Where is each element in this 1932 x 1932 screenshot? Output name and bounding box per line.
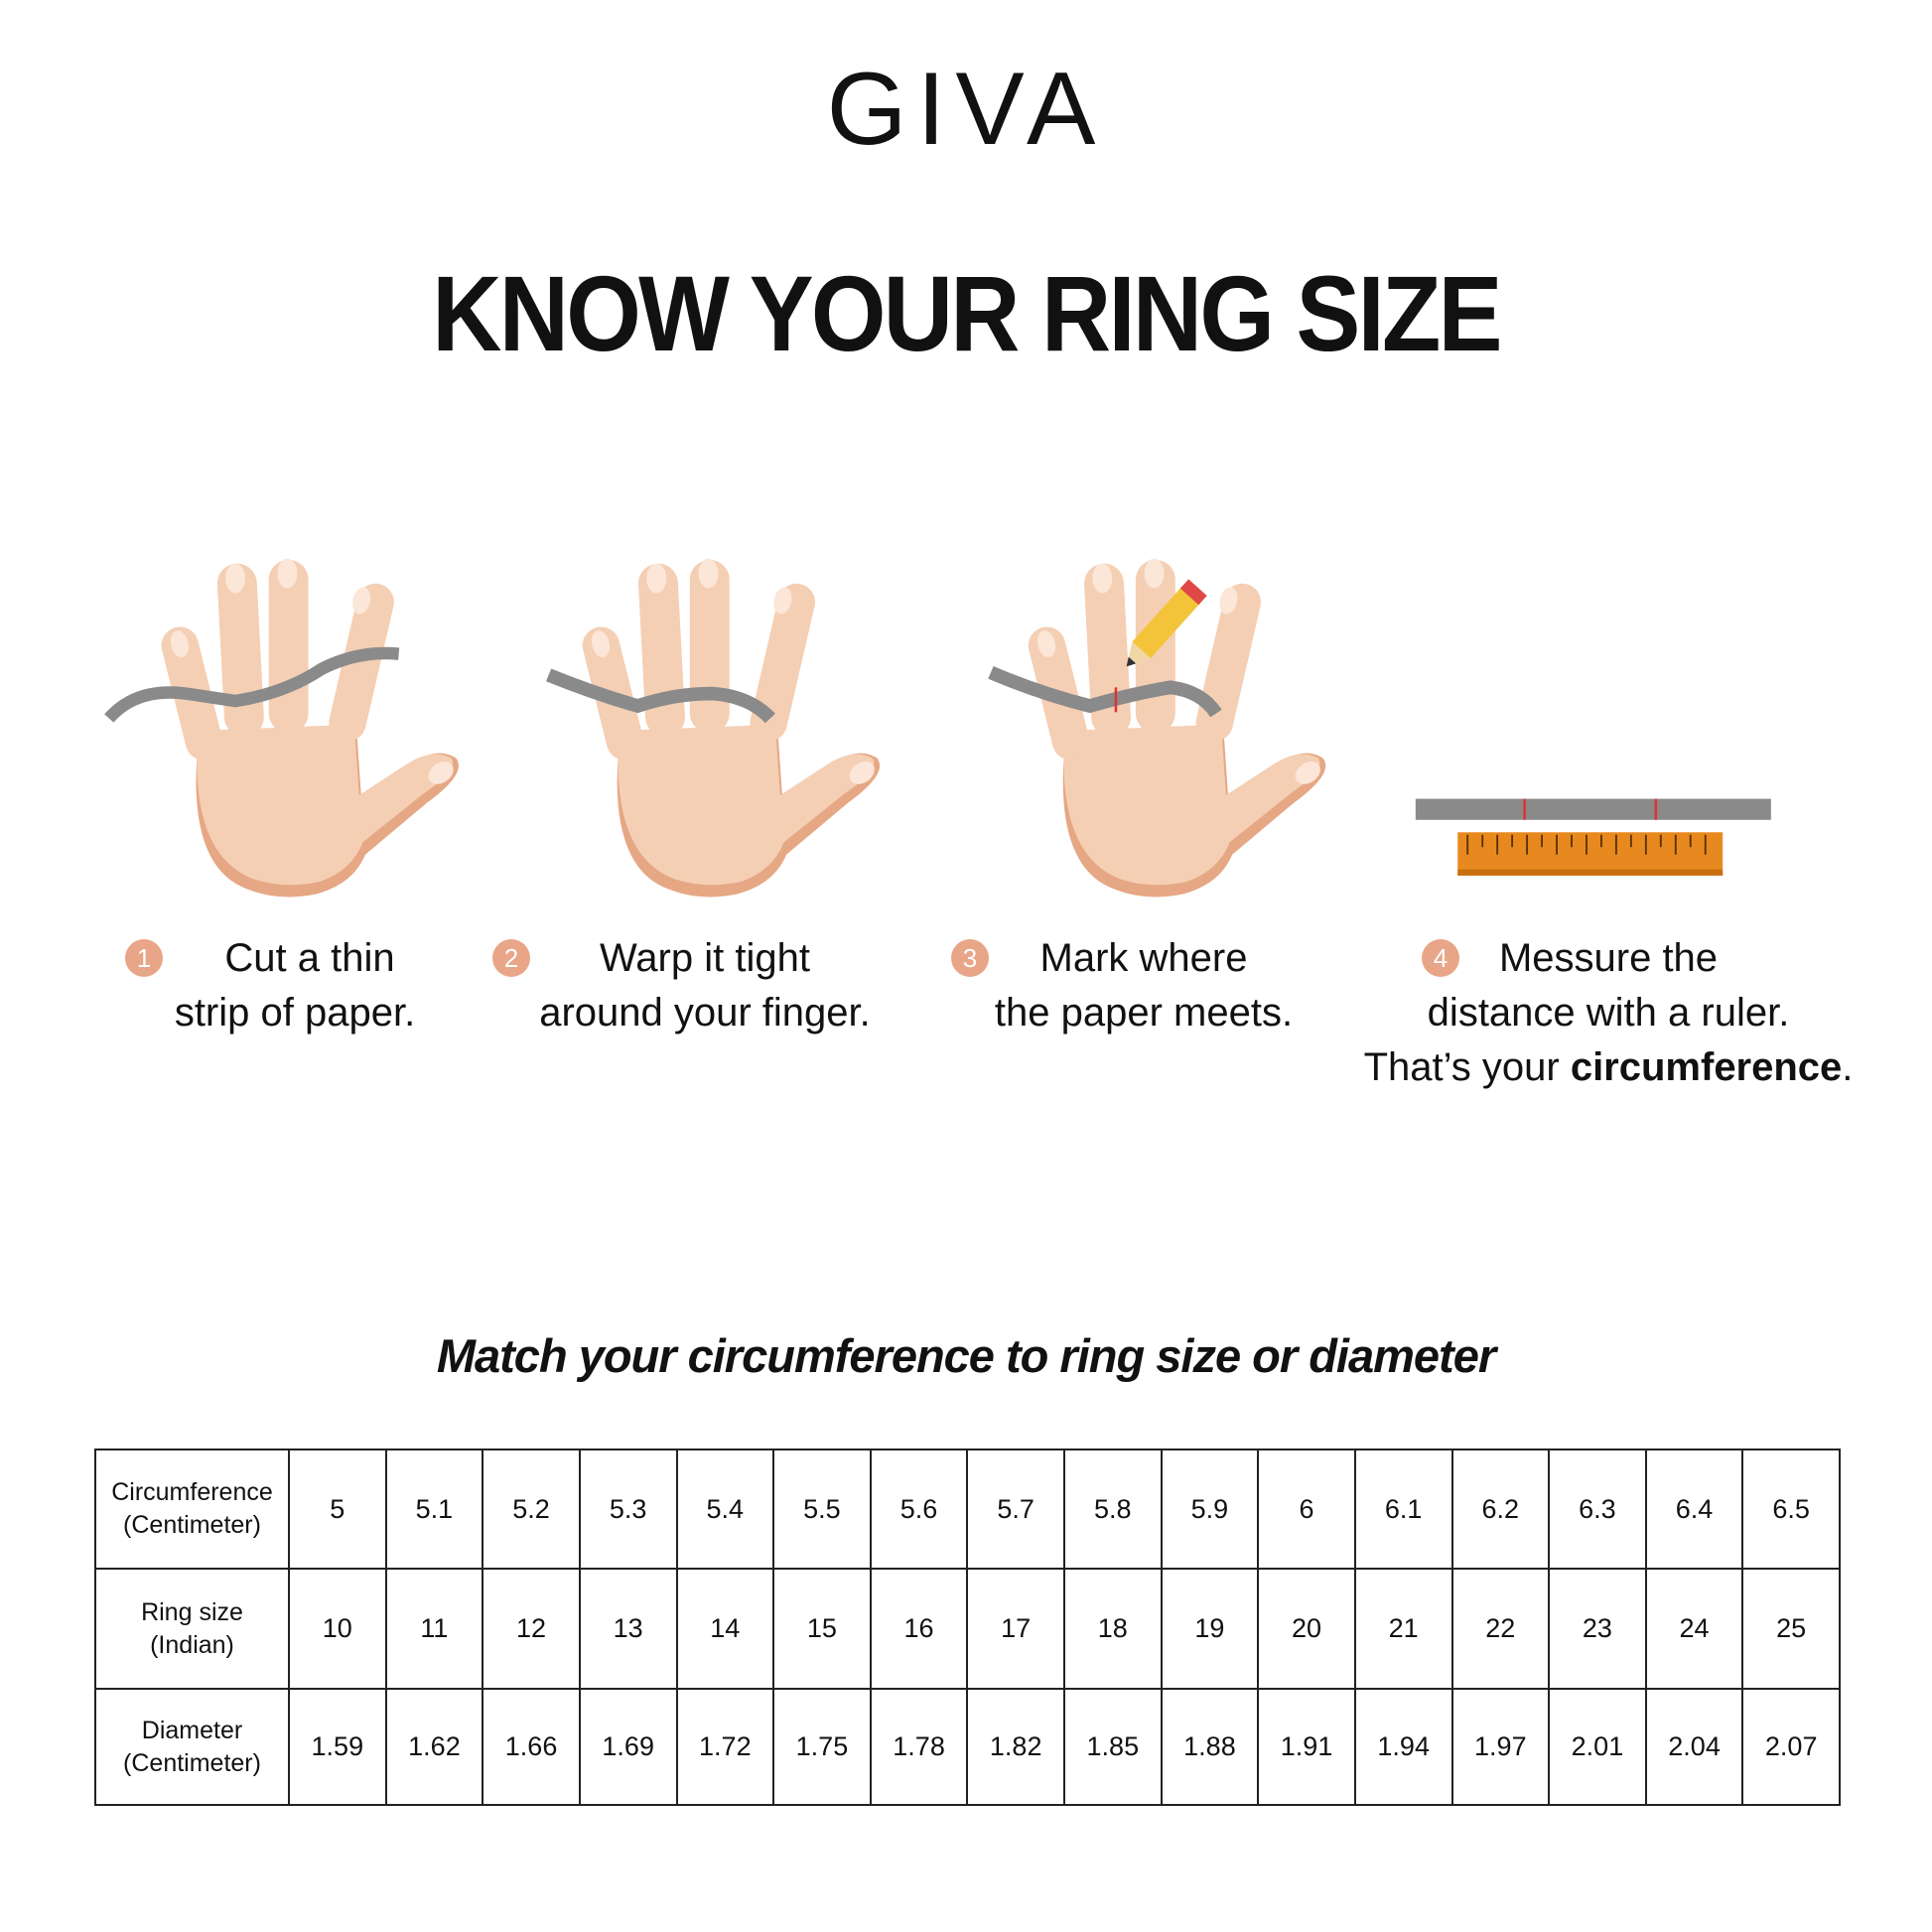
step-3-text: Mark where the paper meets. (995, 931, 1293, 1040)
table-cell: 5.2 (482, 1449, 581, 1570)
row-header: Circumference (Centimeter) (94, 1449, 290, 1570)
table-cell: 1.62 (384, 1688, 484, 1806)
table-cell: 1.75 (772, 1688, 872, 1806)
table-cell: 14 (675, 1568, 775, 1690)
step-3-line1: Mark where (1039, 936, 1248, 980)
table-cell: 23 (1548, 1568, 1647, 1690)
table-cell: 1.85 (1063, 1688, 1163, 1806)
table-row: Diameter (Centimeter) 1.59 1.62 1.66 1.69 1.72… (94, 1688, 1841, 1806)
step-1-line1: Cut a thin (224, 936, 395, 980)
table-cell: 5.6 (869, 1449, 969, 1570)
row-header-line2: (Indian) (150, 1630, 234, 1659)
hand-paper-strip-icon (104, 558, 459, 897)
table-cell: 6 (1257, 1449, 1356, 1570)
table-cell: 25 (1741, 1568, 1841, 1690)
table-cell: 5.9 (1160, 1449, 1260, 1570)
table-cell: 5.7 (966, 1449, 1065, 1570)
table-cell: 1.66 (482, 1688, 581, 1806)
table-cell: 12 (482, 1568, 581, 1690)
row-header-line1: Circumference (111, 1478, 273, 1506)
table-cell: 6.2 (1450, 1449, 1551, 1570)
table-cell: 13 (578, 1568, 678, 1690)
table-cell: 19 (1160, 1568, 1260, 1690)
row-header-line1: Diameter (141, 1716, 243, 1744)
table-cell: 1.69 (578, 1688, 678, 1806)
table-cell: 21 (1353, 1568, 1453, 1690)
ring-size-table: Circumference (Centimeter) 5 5.1 5.2 5.3 5.4 5.… (94, 1449, 1841, 1806)
step-1-line2: strip of paper. (174, 991, 416, 1035)
table-cell: 5 (288, 1449, 387, 1570)
table-cell: 1.97 (1450, 1688, 1551, 1806)
table-cell: 2.01 (1548, 1688, 1647, 1806)
table-cell: 22 (1450, 1568, 1551, 1690)
table-cell: 1.82 (966, 1688, 1065, 1806)
giva-logo: GIVA (826, 52, 1106, 167)
table-cell: 5.4 (675, 1449, 775, 1570)
hand-pencil-mark-icon (988, 558, 1326, 897)
table-cell: 6.1 (1353, 1449, 1453, 1570)
row-header-line1: Ring size (141, 1597, 243, 1626)
table-cell: 1.78 (869, 1688, 969, 1806)
table-cell: 20 (1257, 1568, 1356, 1690)
step-2-line2: around your finger. (539, 991, 871, 1035)
step-3-badge: 3 (951, 939, 989, 977)
table-cell: 5.1 (384, 1449, 484, 1570)
table-cell: 11 (384, 1568, 484, 1690)
table-cell: 1.88 (1160, 1688, 1260, 1806)
step-3-line2: the paper meets. (994, 991, 1294, 1035)
step-4-line3: That’s your circumference. (1364, 1040, 1854, 1095)
table-cell: 10 (288, 1568, 387, 1690)
table-cell: 1.91 (1257, 1688, 1356, 1806)
row-header-line2: (Centimeter) (123, 1748, 261, 1777)
table-cell: 5.8 (1063, 1449, 1163, 1570)
step-1-text: Cut a thin strip of paper. (175, 931, 415, 1040)
step-2-text: Warp it tight around your finger. (539, 931, 871, 1040)
step-4-line3-post: . (1842, 1045, 1854, 1089)
step-4-circumference: circumference (1570, 1045, 1843, 1089)
step-4-line1: Messure the (1498, 936, 1719, 980)
table-cell: 16 (869, 1568, 969, 1690)
table-cell: 1.59 (288, 1688, 387, 1806)
table-cell: 6.4 (1644, 1449, 1744, 1570)
table-subtitle: Match your circumference to ring size or… (436, 1329, 1496, 1382)
table-cell: 5.3 (578, 1449, 678, 1570)
step-2-badge: 2 (492, 939, 530, 977)
page-title: KNOW YOUR RING SIZE (432, 253, 1502, 373)
step-2-line1: Warp it tight (600, 936, 810, 980)
table-cell: 2.04 (1644, 1688, 1744, 1806)
table-cell: 18 (1063, 1568, 1163, 1690)
step-4-line2: distance with a ruler. (1427, 991, 1790, 1035)
table-row: Circumference (Centimeter) 5 5.1 5.2 5.3 5.4 5.… (94, 1449, 1841, 1570)
hand-wrap-icon (546, 558, 881, 897)
table-cell: 15 (772, 1568, 872, 1690)
table-cell: 5.5 (772, 1449, 872, 1570)
table-cell: 6.3 (1548, 1449, 1647, 1570)
step-4-text: Messure the distance with a ruler. That’… (1364, 931, 1854, 1095)
table-cell: 1.72 (675, 1688, 775, 1806)
table-cell: 6.5 (1741, 1449, 1841, 1570)
row-header: Ring size (Indian) (94, 1568, 290, 1690)
table-cell: 17 (966, 1568, 1065, 1690)
table-cell: 2.07 (1741, 1688, 1841, 1806)
table-cell: 24 (1644, 1568, 1744, 1690)
ruler-icon (1415, 798, 1771, 876)
step-4-line3-pre: That’s your (1363, 1045, 1571, 1089)
table-cell: 1.94 (1353, 1688, 1453, 1806)
table-row: Ring size (Indian) 10 11 12 13 14 15 16 17 18 19 20 2… (94, 1568, 1841, 1690)
row-header-line2: (Centimeter) (123, 1511, 261, 1539)
step-4-badge: 4 (1422, 939, 1459, 977)
row-header: Diameter (Centimeter) (94, 1688, 290, 1806)
step-1-badge: 1 (125, 939, 163, 977)
